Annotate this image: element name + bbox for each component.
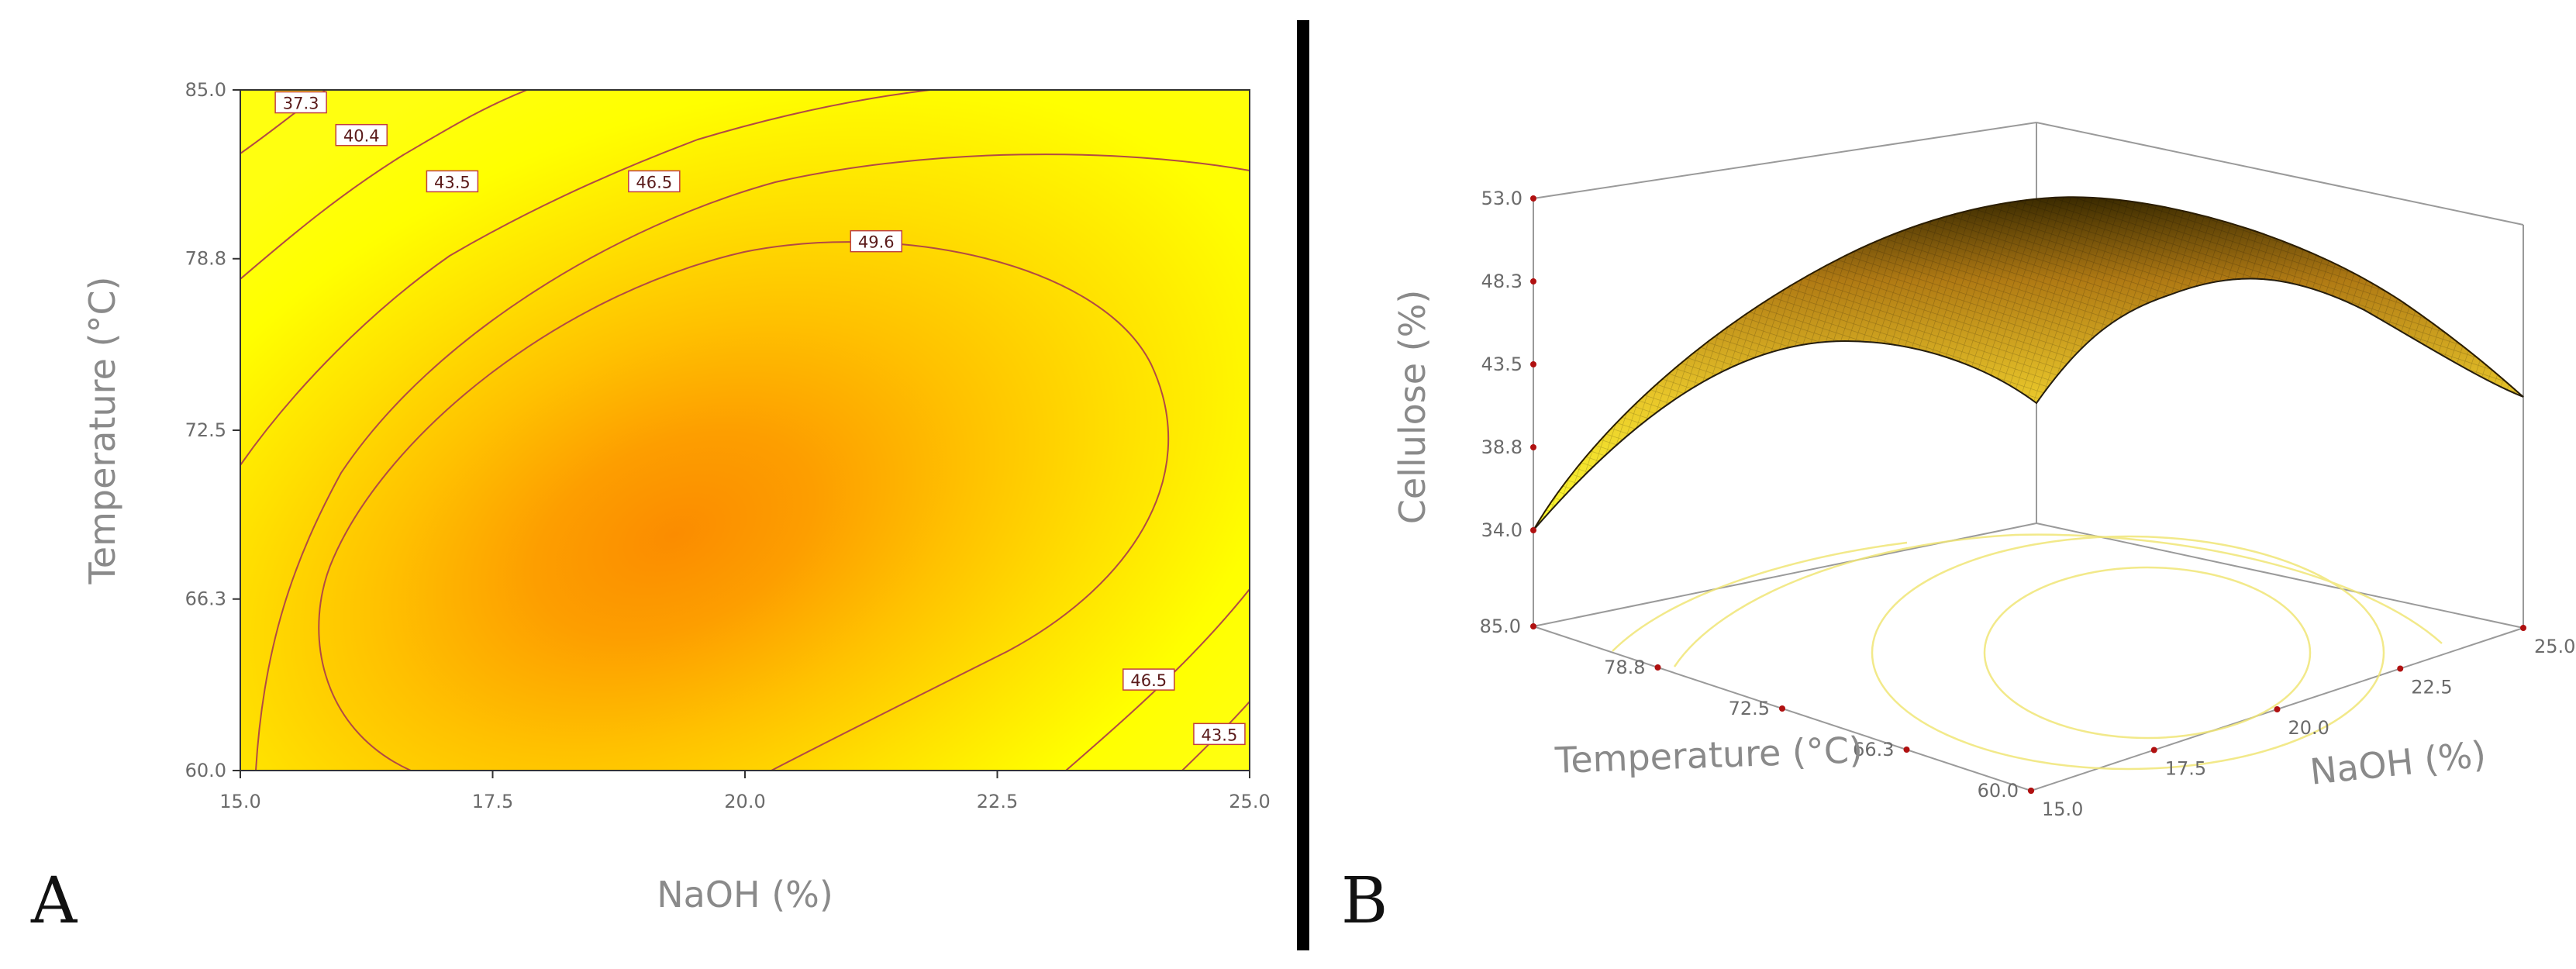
response-surface-mesh (1533, 197, 2523, 531)
contour-line-49.6 (318, 241, 1170, 771)
contour-label-text: 43.5 (434, 173, 471, 191)
z-tick-mark (1530, 361, 1536, 367)
contour-label-box (1122, 668, 1175, 691)
temperature-tick-label: 85.0 (1480, 616, 1521, 637)
y-tick-label: 72.5 (185, 419, 226, 441)
naoh-tick-label: 20.0 (2288, 717, 2329, 739)
box-floor-back-right (2036, 522, 2524, 629)
contour-label-box (1193, 722, 1246, 746)
contour-label-text: 46.5 (636, 173, 672, 191)
contour-label-box (850, 229, 903, 253)
z-tick-label: 53.0 (1481, 188, 1522, 209)
x-tick-label: 17.5 (472, 791, 513, 812)
contour-label: 43.5 (1193, 722, 1246, 746)
contour-label-text: 40.4 (343, 127, 380, 146)
panel-label-a: A (30, 864, 78, 938)
naoh-axis-label: NaOH (%) (2308, 733, 2488, 792)
temperature-tick-mark (1779, 705, 1785, 712)
contour-plot: 37.3 40.4 43.5 46.5 49.6 46.5 43.5 15.0 17.5 20.… (30, 79, 1271, 938)
contour-label-box (628, 170, 681, 193)
contour-label-box (274, 91, 327, 114)
naoh-tick-mark (2274, 706, 2281, 712)
x-tick-label: 25.0 (1229, 791, 1270, 812)
naoh-tick-mark (2520, 625, 2526, 631)
x-tick-label: 22.5 (977, 791, 1018, 812)
temperature-tick-label: 66.3 (1853, 739, 1894, 760)
floor-contour-inner (1983, 566, 2312, 740)
temperature-tick-mark (1654, 664, 1661, 671)
contour-label-box (335, 123, 388, 147)
floor-contour-outer (1673, 533, 2443, 667)
x-axis-label: NaOH (%) (657, 874, 833, 916)
panel-label-b: B (1341, 864, 1388, 938)
z-tick-mark (1530, 278, 1536, 284)
box-top-left (1533, 122, 2037, 199)
naoh-tick-mark (2397, 665, 2404, 672)
x-tick-label: 15.0 (219, 791, 260, 812)
contour-label: 37.3 (274, 91, 327, 114)
contour-label-box (426, 170, 479, 193)
contour-label-text: 49.6 (858, 233, 895, 252)
contour-label: 40.4 (335, 123, 388, 147)
y-tick-label: 85.0 (185, 79, 226, 101)
temperature-tick-label: 72.5 (1729, 698, 1770, 719)
z-tick-mark (1530, 444, 1536, 450)
contour-label: 46.5 (1122, 668, 1175, 691)
surface-plot: 53.0 48.3 43.5 38.8 34.0 85.0 78.8 72.5 66.3 60.0… (1341, 122, 2575, 938)
naoh-tick-label: 25.0 (2534, 636, 2575, 657)
contour-line-46.5 (255, 153, 1250, 771)
y-axis-label: Temperature (°C) (81, 276, 123, 585)
surface-front-ridge (1533, 278, 2524, 531)
temperature-tick-mark (1903, 747, 1910, 753)
x-tick-label: 20.0 (724, 791, 765, 812)
naoh-tick-label: 22.5 (2411, 677, 2452, 698)
temperature-tick-label: 60.0 (1978, 780, 2019, 802)
naoh-tick-label: 17.5 (2165, 758, 2206, 780)
z-tick-mark (1530, 195, 1536, 202)
z-tick-label: 38.8 (1481, 436, 1522, 458)
contour-label: 43.5 (426, 170, 479, 193)
z-axis-label: Cellulose (%) (1391, 290, 1433, 525)
z-tick-mark (1530, 527, 1536, 533)
floor-contour-mid (1871, 535, 2385, 771)
box-top-right (2036, 122, 2524, 226)
y-tick-label: 78.8 (185, 248, 226, 270)
contour-label: 49.6 (850, 229, 903, 253)
contour-heatmap (240, 90, 1250, 771)
contour-label-text: 37.3 (283, 95, 319, 113)
contour-label-text: 43.5 (1202, 726, 1238, 744)
y-tick-label: 60.0 (185, 760, 226, 781)
naoh-tick-mark (2028, 788, 2034, 794)
z-tick-label: 43.5 (1481, 353, 1522, 375)
naoh-tick-mark (2150, 747, 2157, 753)
floor-contour-outer2 (1612, 541, 1908, 652)
naoh-tick-label: 15.0 (2042, 798, 2083, 820)
temperature-tick-label: 78.8 (1604, 657, 1645, 678)
z-tick-label: 48.3 (1481, 271, 1522, 292)
temperature-tick-mark (1530, 623, 1536, 629)
contour-label-text: 46.5 (1130, 671, 1167, 690)
panel-divider (1297, 20, 1309, 950)
z-tick-label: 34.0 (1481, 519, 1522, 541)
temperature-axis-label: Temperature (°C) (1554, 729, 1864, 781)
y-tick-label: 66.3 (185, 588, 226, 610)
contour-line-40.4 (240, 90, 528, 280)
contour-label: 46.5 (628, 170, 681, 193)
contour-line-43.5 (240, 90, 931, 466)
